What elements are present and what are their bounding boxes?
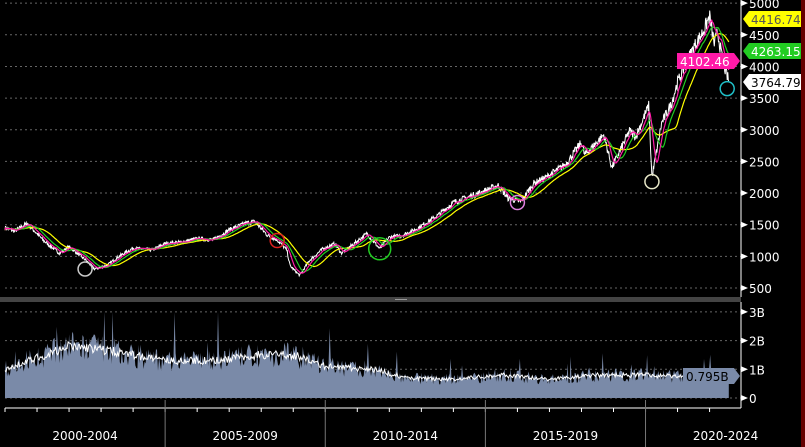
y-tick-label: 500: [749, 282, 772, 296]
badge-text: 3764.79: [751, 76, 801, 90]
tick-mark: [741, 253, 748, 260]
badge-text: 4416.74: [751, 13, 801, 27]
tick-mark: [741, 31, 748, 38]
volume-badge: 0.795B: [683, 368, 740, 384]
badge-text: 0.795B: [686, 370, 729, 384]
annotation-circle: [509, 194, 526, 211]
price-line: [4, 10, 730, 278]
last-price-badge: 3764.79: [743, 74, 801, 90]
badge-background: [743, 43, 801, 59]
volume-average-line: [4, 340, 729, 383]
badge-background: [683, 368, 740, 384]
badge-text: 4263.15: [751, 45, 801, 59]
volume-area: [5, 311, 729, 398]
tick-mark: [741, 63, 748, 70]
x-axis-label: 2005-2009: [212, 429, 277, 443]
y-tick-label: 1500: [749, 219, 780, 233]
x-axis-label: 2010-2014: [373, 429, 438, 443]
tick-mark: [741, 308, 748, 315]
tick-mark: [741, 366, 748, 373]
x-axis-label: 2000-2004: [52, 429, 117, 443]
tick-mark: [741, 395, 748, 401]
moving-average-long-line: [4, 33, 730, 268]
panel-divider: [0, 297, 741, 302]
badge-text: 4102.46: [680, 55, 730, 69]
y-tick-label: 2500: [749, 155, 780, 169]
x-axis-label: 2020-2024: [693, 429, 758, 443]
annotation-circle: [367, 237, 392, 261]
badge-background: [677, 53, 740, 69]
tick-mark: [741, 95, 748, 102]
volume-tick-label: 2B: [749, 335, 765, 349]
tick-mark: [741, 221, 748, 228]
annotation-circle: [77, 261, 93, 277]
badge-background: [743, 74, 801, 90]
long-ma-badge: 4416.74: [743, 11, 801, 27]
moving-average-short-line: [4, 19, 730, 274]
y-tick-label: 4000: [749, 60, 780, 74]
y-tick-label: 2000: [749, 187, 780, 201]
tick-mark: [741, 337, 748, 344]
annotation-circle: [719, 80, 735, 97]
mid-ma-badge: 4263.15: [743, 43, 801, 59]
annotation-circle: [269, 232, 285, 249]
y-tick-label: 3000: [749, 124, 780, 138]
y-tick-label: 4500: [749, 29, 780, 43]
tick-mark: [741, 126, 748, 133]
window-edge: [801, 0, 805, 447]
tick-mark: [741, 285, 748, 291]
volume-tick-label: 0: [749, 392, 757, 406]
annotation-circle: [644, 173, 660, 190]
badge-background: [743, 11, 801, 27]
tick-mark: [741, 0, 748, 7]
short-ma-badge: 4102.46: [677, 53, 740, 69]
tick-mark: [741, 190, 748, 197]
y-tick-label: 1000: [749, 250, 780, 264]
y-tick-label: 5000: [749, 0, 780, 11]
y-tick-label: 3500: [749, 92, 780, 106]
volume-tick-label: 1B: [749, 363, 765, 377]
x-axis-label: 2015-2019: [533, 429, 598, 443]
volume-tick-label: 3B: [749, 306, 765, 320]
tick-mark: [741, 158, 748, 165]
